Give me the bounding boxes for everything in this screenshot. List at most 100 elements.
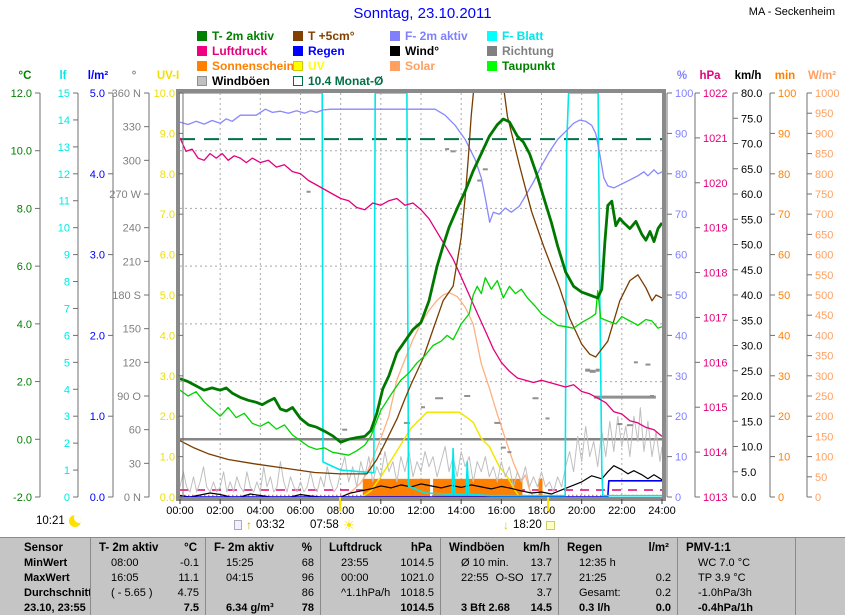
axis-unit-label-minax: min <box>775 70 795 82</box>
tick-label-minax: 20 <box>778 411 790 423</box>
x-axis-label: 16:00 <box>488 505 516 517</box>
series-t-2m <box>179 117 664 444</box>
tick-label-pct: 10 <box>675 452 687 464</box>
sun-icon: ☀ <box>342 517 356 533</box>
tick-label-kmh: 60.0 <box>741 189 762 201</box>
axis-unit-label-kmh: km/h <box>735 70 762 82</box>
table-cell-value: -1.0hPa/3h <box>698 587 752 599</box>
table-header-cell: Luftdruck hPa <box>320 538 440 555</box>
table-cell-value: 0.0 <box>655 602 671 614</box>
axis-unit-label-temp: °C <box>19 70 32 82</box>
table-cell: 7.5 <box>90 600 205 615</box>
tick-label-wm2: 650 <box>815 229 833 241</box>
legend-item: Wind° <box>390 43 468 58</box>
legend-item: Richtung <box>487 43 555 58</box>
legend-column: T- 2m aktiv Luftdruck Sonnenschein Windböen <box>197 28 294 88</box>
tick-label-minax: 50 <box>778 290 790 302</box>
table-cell-value: 12:35 h <box>579 557 616 569</box>
table-cell-value: 11.1 <box>178 572 199 584</box>
legend-item-label: Richtung <box>502 43 554 58</box>
legend-color-box-icon <box>390 30 400 41</box>
table-cell-value: 1014.5 <box>400 557 434 569</box>
tick-label-hpa: 1021 <box>703 133 727 145</box>
tick-label-kmh: 70.0 <box>741 139 762 151</box>
table-cell-value: 96 <box>301 572 314 584</box>
series-solar <box>340 291 535 498</box>
table-cell: ( - 5.65 ) 4.75 <box>90 585 205 600</box>
legend-color-box-icon <box>487 30 497 41</box>
moonrise-time: ↑ 03:32 <box>234 519 285 531</box>
tick-label-wm2: 400 <box>815 330 833 342</box>
tick-label-uv: 8.0 <box>160 169 175 181</box>
table-cell: 6.34 g/m³ 78 <box>205 600 320 615</box>
tick-label-lf: 7 <box>64 303 70 315</box>
x-axis-label: 12:00 <box>407 505 435 517</box>
tick-label-wm2: 1000 <box>815 88 839 100</box>
tick-label-kmh: 35.0 <box>741 315 762 327</box>
tick-label-lf: 2 <box>64 438 70 450</box>
table-cell <box>795 585 845 600</box>
table-header-unit: km/h <box>523 542 550 554</box>
legend-item: F- Blatt <box>487 28 555 43</box>
table-cell: TP 3.9 °C <box>677 570 795 585</box>
legend-color-box-icon <box>293 60 303 71</box>
series-windboeen <box>179 407 663 493</box>
table-cell-value: 0.2 <box>655 587 671 599</box>
x-axis-label: 14:00 <box>447 505 475 517</box>
tick-label-kmh: 50.0 <box>741 240 762 252</box>
tick-label-hpa: 1022 <box>703 88 727 100</box>
tick-label-lf: 13 <box>58 142 70 154</box>
tick-label-dir: 300 <box>123 155 141 167</box>
axis-unit-label-dir: ° <box>132 70 137 82</box>
table-cell-value: 04:15 <box>226 572 254 584</box>
table-cell: 12:35 h <box>558 555 677 570</box>
tick-label-wm2: 450 <box>815 310 833 322</box>
tick-label-kmh: 20.0 <box>741 391 762 403</box>
tick-label-kmh: 65.0 <box>741 164 762 176</box>
table-row-label: MinWert <box>24 557 68 569</box>
tick-label-wm2: 500 <box>815 290 833 302</box>
legend-item-label: Sonnenschein <box>212 58 295 73</box>
tick-label-lf: 8 <box>64 277 70 289</box>
tick-label-temp: 6.0 <box>17 261 32 273</box>
axis-unit-label-pct: % <box>677 70 687 82</box>
axis-unit-label-hpa: hPa <box>699 70 721 82</box>
tick-label-hpa: 1020 <box>703 178 727 190</box>
tick-label-uv: 10.0 <box>154 88 175 100</box>
tick-label-kmh: 75.0 <box>741 113 762 125</box>
table-cell: 0.3 l/h 0.0 <box>558 600 677 615</box>
legend-column: F- 2m aktiv Wind° Solar <box>390 28 468 73</box>
legend-color-box-icon <box>197 75 207 86</box>
table-cell-value: 16:05 <box>111 572 139 584</box>
tick-label-wm2: 200 <box>815 411 833 423</box>
tick-label-pct: 80 <box>675 169 687 181</box>
sunset-box-icon <box>545 520 555 530</box>
x-axis-label: 24:00 <box>648 505 676 517</box>
table-header-unit: % <box>301 542 312 554</box>
tick-label-rain: 3.0 <box>90 250 105 262</box>
table-row-label: 23.10, 23:55 <box>24 602 86 614</box>
legend-color-box-icon <box>197 30 207 41</box>
tick-label-dir: 30 <box>129 458 141 470</box>
table-cell <box>795 600 845 615</box>
series-luftdruck <box>179 137 663 437</box>
legend-color-box-icon <box>293 45 303 56</box>
legend-item: F- 2m aktiv <box>390 28 468 43</box>
sunset-arrow-icon: ↓ <box>503 518 509 532</box>
series-sonnenschein <box>362 478 431 497</box>
tick-label-lf: 1 <box>64 465 70 477</box>
tick-label-uv: 2.0 <box>160 411 175 423</box>
tick-label-uv: 9.0 <box>160 128 175 140</box>
tick-label-hpa: 1019 <box>703 223 727 235</box>
tick-label-wm2: 750 <box>815 189 833 201</box>
tick-label-wm2: 0 <box>815 492 821 504</box>
legend-item-label: T- 2m aktiv <box>212 28 275 43</box>
x-axis-label: 04:00 <box>247 505 275 517</box>
tick-label-hpa: 1018 <box>703 268 727 280</box>
table-cell: 3 Bft 2.68 14.5 <box>440 600 558 615</box>
x-axis-label: 02:00 <box>206 505 234 517</box>
tick-label-dir: 60 <box>129 425 141 437</box>
tick-label-temp: 0.0 <box>17 434 32 446</box>
table-cell-value: 17.7 <box>530 572 552 584</box>
legend-item: T +5cm° <box>293 28 383 43</box>
